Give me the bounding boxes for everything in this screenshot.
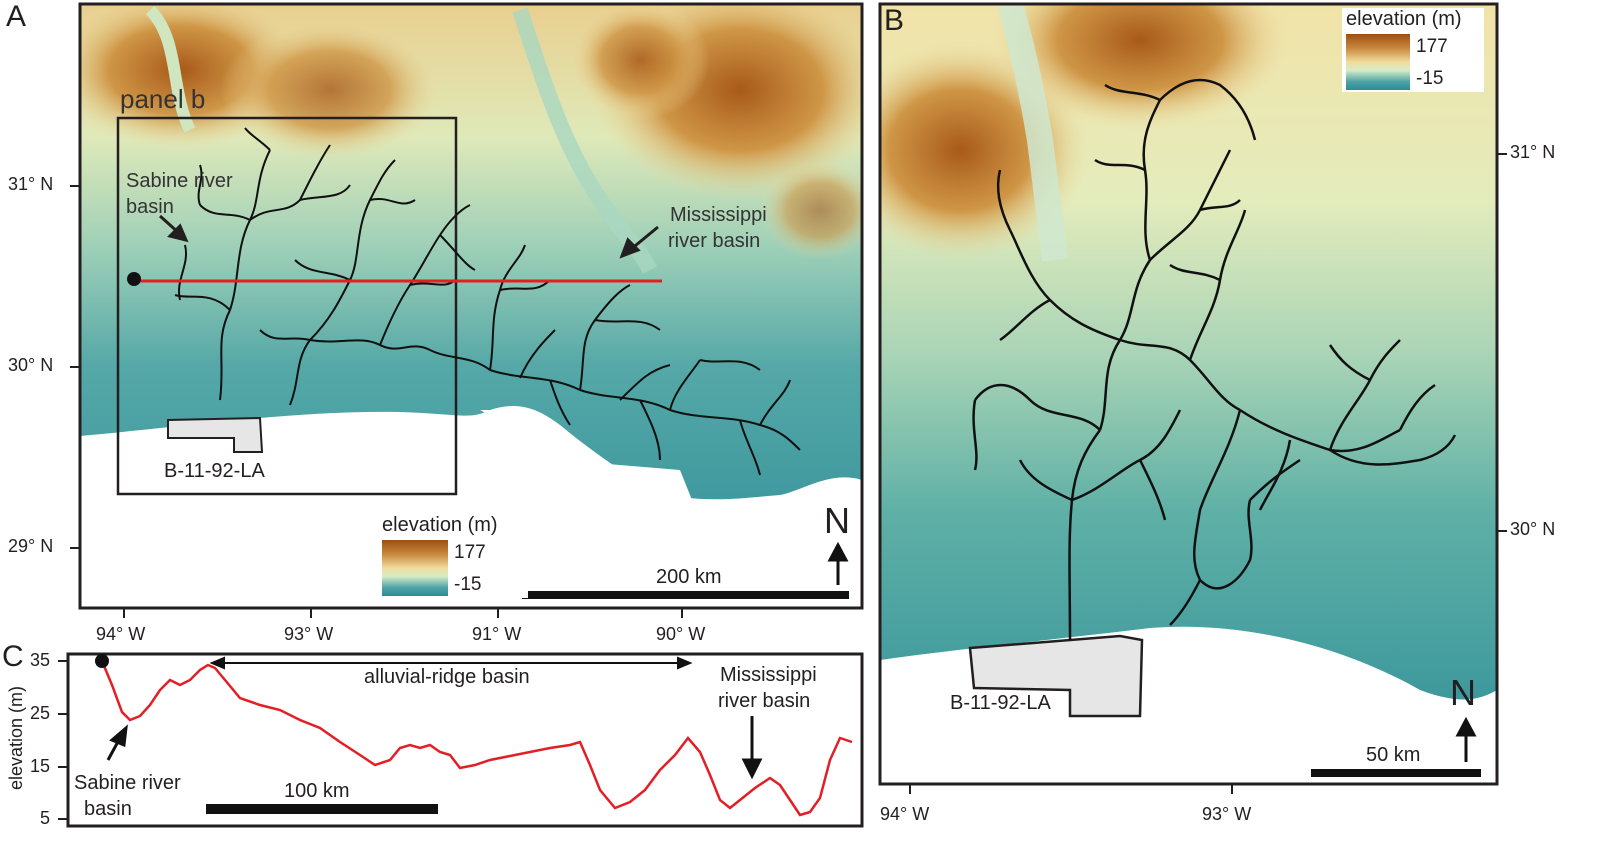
panel-b-lat-tick-31: 31° N <box>1510 142 1556 162</box>
panel-b-site-label: B-11-92-LA <box>950 692 1051 714</box>
panel-a-north-arrow <box>827 541 849 585</box>
panel-a-lat-tick-29: 29° N <box>8 536 54 556</box>
panel-c-y-ticks <box>58 660 68 820</box>
panel-b-north-label: N <box>1450 672 1476 713</box>
panel-a-frame <box>78 2 864 610</box>
elevation-profile-line <box>100 660 853 817</box>
panel-a-scale-label: 200 km <box>656 566 722 588</box>
mississippi-basin-label-line2: river basin <box>668 230 761 252</box>
panel-b-box-label: panel b <box>120 84 206 114</box>
panel-a-lon-tick-91: 91° W <box>472 624 522 644</box>
panel-c-y-tick-25: 25 <box>30 703 51 723</box>
panel-a-lon-tick-93: 93° W <box>284 624 334 644</box>
transect-start-dot <box>127 272 141 286</box>
panel-c-letter: C <box>2 640 24 673</box>
panel-a-lon-tick-90: 90° W <box>656 624 706 644</box>
panel-a-legend-max: 177 <box>454 542 486 563</box>
panel-b-lon-tick-94: 94° W <box>880 804 930 824</box>
panel-c-y-tick-35: 35 <box>30 650 51 670</box>
panel-b-elevation-legend: elevation (m) 177 -15 <box>1342 8 1484 92</box>
panel-b-ticks <box>909 153 1507 794</box>
panel-c-sabine-label-line2: basin <box>84 798 132 820</box>
sabine-basin-label-line1: Sabine river <box>126 170 233 192</box>
panel-a-arrows <box>158 214 659 259</box>
panel-b-letter: B <box>884 4 905 37</box>
panel-a-letter: A <box>6 0 27 33</box>
panel-b-legend-min: -15 <box>1416 68 1444 89</box>
sabine-basin-label-line2: basin <box>126 196 174 218</box>
panel-c-mississippi-label-line2: river basin <box>718 690 811 712</box>
mississippi-basin-label-line1: Mississippi <box>670 204 767 226</box>
panel-a-legend-title: elevation (m) <box>382 514 498 536</box>
panel-b-scale-bar <box>1311 769 1481 777</box>
panel-b-lat-tick-30: 30° N <box>1510 519 1556 539</box>
panel-c-scale-bar <box>206 804 438 814</box>
panel-a-ticks <box>70 185 683 618</box>
panel-b-site-polygon <box>968 634 1144 718</box>
panel-a-drainage-network <box>174 127 801 476</box>
panel-a-elevation-legend: elevation (m) 177 -15 <box>378 512 528 598</box>
panel-a-scale-bar <box>522 591 849 599</box>
panel-a-elevation-map <box>80 4 862 608</box>
panel-a-lon-tick-94: 94° W <box>96 624 146 644</box>
panel-a-north-label: N <box>824 500 850 541</box>
panel-a-site-label: B-11-92-LA <box>164 460 265 482</box>
panel-b-legend-title: elevation (m) <box>1346 8 1462 30</box>
panel-b-north-arrow <box>1455 716 1477 762</box>
panel-a-lat-tick-30: 30° N <box>8 355 54 375</box>
panel-b-extent-box <box>116 116 458 496</box>
panel-a-legend-min: -15 <box>454 574 482 595</box>
panel-b-drainage-network <box>972 78 1457 641</box>
panel-c-scale-label: 100 km <box>284 780 350 802</box>
panel-a-site-polygon <box>167 416 264 453</box>
panel-c-y-tick-5: 5 <box>40 808 51 828</box>
panel-b-scale-label: 50 km <box>1366 744 1421 766</box>
panel-b-frame <box>878 2 1499 786</box>
panel-c-y-axis-label: elevation (m) <box>6 685 26 790</box>
panel-a-legend-colorbar <box>382 540 448 596</box>
panel-b-legend-colorbar <box>1346 34 1410 90</box>
panel-c-mississippi-label-line1: Mississippi <box>720 664 817 686</box>
panel-c-frame <box>66 652 864 828</box>
profile-start-dot <box>95 654 109 668</box>
panel-a-lat-tick-31: 31° N <box>8 174 54 194</box>
panel-b-elevation-map <box>880 4 1497 784</box>
panel-b-lon-tick-93: 93° W <box>1202 804 1252 824</box>
ridge-basin-label: alluvial-ridge basin <box>364 666 530 688</box>
panel-c-arrows <box>106 716 763 780</box>
panel-c-sabine-label-line1: Sabine river <box>74 772 181 794</box>
ridge-extent-arrow <box>209 656 693 670</box>
panel-c-y-tick-15: 15 <box>30 756 51 776</box>
panel-b-legend-max: 177 <box>1416 36 1448 57</box>
